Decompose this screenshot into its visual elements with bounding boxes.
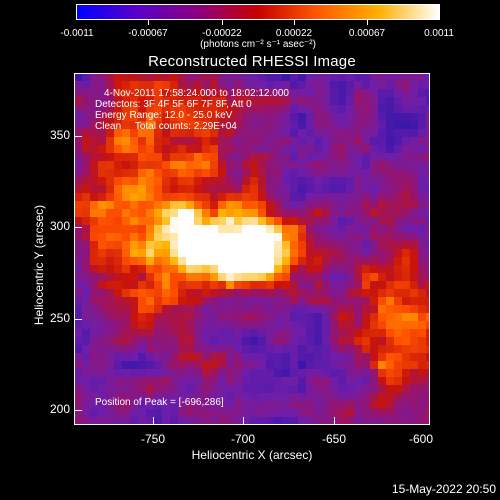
colorbar-units-label: (photons cm⁻² s⁻¹ asec⁻²) bbox=[200, 39, 316, 50]
y-axis-label: Heliocentric Y (arcsec) bbox=[32, 204, 46, 326]
x-axis-label: Heliocentric X (arcsec) bbox=[191, 448, 313, 462]
colorbar-tick-label: -0.0011 bbox=[60, 28, 94, 39]
y-tick-label: 300 bbox=[49, 219, 70, 233]
y-tick-label: 250 bbox=[49, 311, 70, 325]
y-tick-mark bbox=[74, 410, 82, 411]
x-tick-mark bbox=[334, 417, 335, 425]
y-tick-label: 200 bbox=[49, 402, 70, 416]
colorbar-tick-mark bbox=[367, 20, 368, 25]
y-tick-mark bbox=[74, 227, 82, 228]
info-peak-position: Position of Peak = [-696,286] bbox=[95, 397, 224, 408]
colorbar-tick-mark bbox=[148, 20, 149, 25]
colorbar-tick-mark bbox=[294, 20, 295, 25]
x-tick-label: -750 bbox=[140, 432, 166, 446]
x-tick-label: -600 bbox=[408, 432, 434, 446]
colorbar-tick-label: 0.00067 bbox=[348, 28, 386, 39]
colorbar-tick-label: 0.00022 bbox=[275, 28, 313, 39]
x-tick-label: -700 bbox=[230, 432, 256, 446]
plot-title: Reconstructed RHESSI Image bbox=[148, 53, 356, 70]
y-tick-mark bbox=[74, 136, 82, 137]
footer-datestamp: 15-May-2022 20:50 bbox=[391, 482, 496, 496]
x-tick-mark bbox=[243, 417, 244, 425]
rhessi-image bbox=[74, 73, 430, 425]
info-detectors: Detectors: 3F 4F 5F 6F 7F 8F, Att 0 bbox=[95, 99, 252, 110]
colorbar-tick-label: 0.0011 bbox=[424, 28, 454, 39]
info-energy-range: Energy Range: 12.0 - 25.0 keV bbox=[95, 110, 233, 121]
y-tick-mark bbox=[74, 319, 82, 320]
colorbar bbox=[76, 4, 440, 20]
info-time-range: 4-Nov-2011 17:58:24.000 to 18:02:12.000 bbox=[104, 88, 289, 99]
colorbar-tick-label: -0.00022 bbox=[202, 28, 242, 39]
heatmap-canvas bbox=[74, 73, 430, 425]
info-clean-counts: Clean Total counts: 2.29E+04 bbox=[95, 121, 237, 132]
x-tick-label: -650 bbox=[321, 432, 347, 446]
colorbar-tick-mark bbox=[222, 20, 223, 25]
colorbar-tick-label: -0.00067 bbox=[128, 28, 168, 39]
x-tick-mark bbox=[153, 417, 154, 425]
y-tick-label: 350 bbox=[49, 128, 70, 142]
